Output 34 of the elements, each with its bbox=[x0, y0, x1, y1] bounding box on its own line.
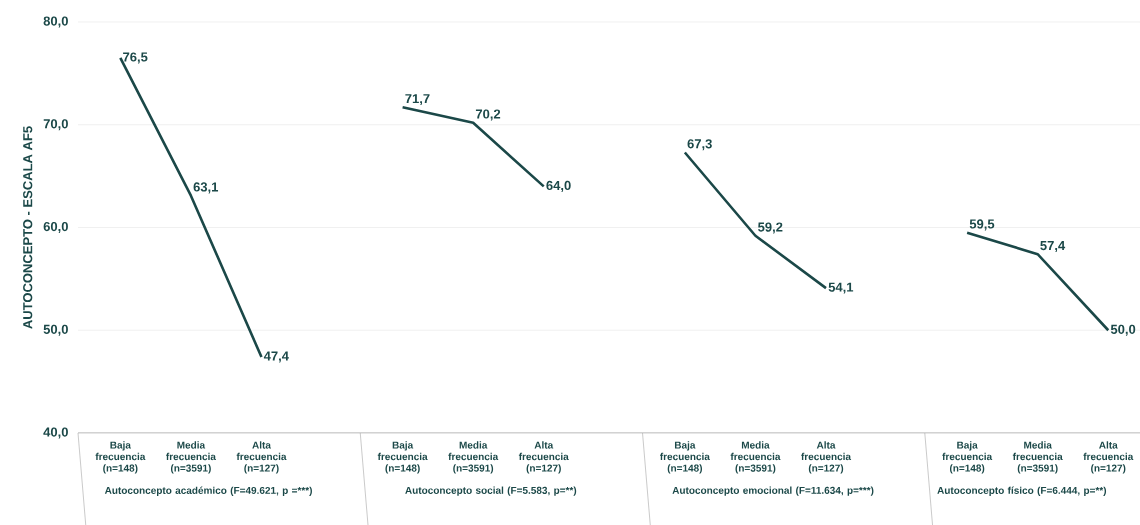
x-tick-label: Baja frecuencia (n=148) bbox=[942, 441, 993, 474]
x-tick-label: Media frecuencia (n=3591) bbox=[1012, 441, 1063, 474]
text: Autoconcepto social (F=5.583, p=**) bbox=[405, 486, 577, 496]
x-tick-label: Media frecuencia (n=3591) bbox=[166, 441, 216, 474]
data-label: 71,7 bbox=[405, 94, 430, 106]
data-label: 57,4 bbox=[1040, 241, 1066, 253]
data-label: 67,3 bbox=[687, 139, 712, 151]
y-tick-label: 50,0 bbox=[43, 324, 68, 336]
y-tick-label: 60,0 bbox=[43, 221, 68, 234]
y-tick-label: 40,0 bbox=[43, 427, 68, 439]
text: Autoconcepto emocional (F=11.634, p=***) bbox=[672, 486, 874, 496]
x-tick-label: Baja frecuencia (n=148) bbox=[95, 441, 146, 474]
x-tick-label: Baja frecuencia (n=148) bbox=[660, 441, 710, 474]
data-label: 76,5 bbox=[123, 52, 148, 64]
y-tick-label: 80,0 bbox=[43, 16, 68, 28]
data-label: 70,2 bbox=[475, 109, 501, 121]
x-tick-label: Alta frecuencia (n=127) bbox=[518, 441, 569, 474]
x-tick-label: Alta frecuencia (n=127) bbox=[801, 441, 852, 474]
data-label: 54,1 bbox=[828, 282, 854, 294]
y-tick-label: 70,0 bbox=[43, 119, 68, 131]
data-label: 64,0 bbox=[546, 180, 571, 192]
data-label: 59,5 bbox=[969, 219, 995, 231]
x-tick-label: Media frecuencia (n=3591) bbox=[448, 441, 499, 474]
data-label: 63,1 bbox=[193, 182, 219, 194]
x-tick-label: Media frecuencia (n=3591) bbox=[730, 441, 781, 474]
x-tick-label: Alta frecuencia (n=127) bbox=[236, 441, 287, 474]
data-label: 59,2 bbox=[758, 222, 783, 234]
data-label: 50,0 bbox=[1110, 324, 1136, 336]
text: Autoconcepto académico (F=49.621, p =***) bbox=[104, 486, 312, 496]
text: Autoconcepto físico (F=6.444, p=**) bbox=[937, 486, 1107, 496]
x-tick-label: Baja frecuencia (n=148) bbox=[377, 441, 428, 474]
data-label: 47,4 bbox=[263, 351, 289, 363]
x-tick-label: Alta frecuencia (n=127) bbox=[1083, 441, 1134, 474]
y-axis-title: AUTOCONCEPTO - ESCALA AF5 bbox=[23, 126, 33, 329]
